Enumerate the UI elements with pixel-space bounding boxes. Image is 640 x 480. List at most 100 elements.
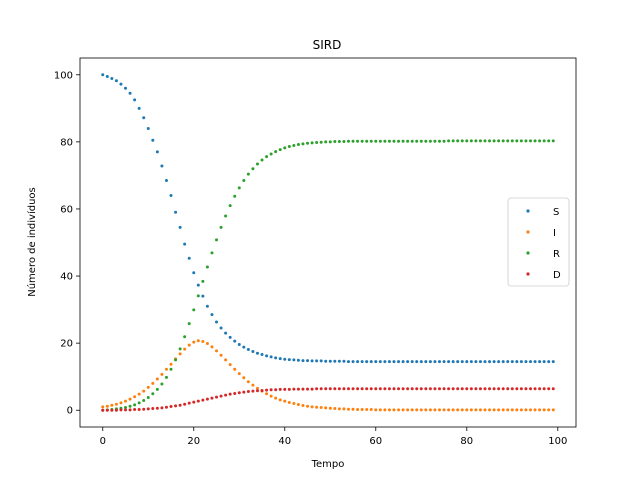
point-R-64 xyxy=(392,139,396,143)
point-I-54 xyxy=(346,407,350,411)
point-I-85 xyxy=(488,408,492,412)
point-I-65 xyxy=(397,408,401,412)
point-R-37 xyxy=(269,152,273,156)
point-R-76 xyxy=(447,139,451,143)
x-axis: 0 20 40 60 80 100 xyxy=(100,427,567,447)
point-I-0 xyxy=(101,405,105,409)
point-S-27 xyxy=(224,331,228,335)
point-D-17 xyxy=(178,403,182,407)
y-tick-label-60: 60 xyxy=(60,204,73,215)
point-D-8 xyxy=(137,408,141,412)
legend-marker-S xyxy=(526,209,530,213)
point-D-58 xyxy=(365,387,369,391)
point-R-14 xyxy=(164,375,168,379)
point-S-33 xyxy=(251,350,255,354)
point-I-36 xyxy=(265,392,269,396)
point-I-7 xyxy=(133,395,137,399)
point-S-54 xyxy=(346,360,350,364)
point-R-26 xyxy=(219,225,223,229)
point-R-91 xyxy=(515,139,519,143)
point-S-73 xyxy=(433,360,437,364)
point-R-90 xyxy=(510,139,514,143)
point-I-57 xyxy=(360,408,364,412)
point-R-72 xyxy=(428,139,432,143)
point-S-30 xyxy=(237,342,241,346)
legend-marker-D xyxy=(526,272,530,276)
point-S-65 xyxy=(397,360,401,364)
series-S xyxy=(101,73,555,364)
x-tick-label-0: 0 xyxy=(100,436,106,447)
point-R-58 xyxy=(365,139,369,143)
point-R-43 xyxy=(296,143,300,147)
point-D-39 xyxy=(278,387,282,391)
point-D-29 xyxy=(233,391,237,395)
point-D-25 xyxy=(215,395,219,399)
point-R-42 xyxy=(292,144,296,148)
point-D-79 xyxy=(460,387,464,391)
point-S-43 xyxy=(296,358,300,362)
point-D-28 xyxy=(228,392,232,396)
point-S-32 xyxy=(246,348,250,352)
point-D-0 xyxy=(101,408,105,412)
point-I-76 xyxy=(447,408,451,412)
point-R-63 xyxy=(387,139,391,143)
point-S-4 xyxy=(119,82,123,86)
point-R-81 xyxy=(469,139,473,143)
point-S-82 xyxy=(474,360,478,364)
point-I-83 xyxy=(478,408,482,412)
point-S-92 xyxy=(519,360,523,364)
point-R-55 xyxy=(351,139,355,143)
point-D-21 xyxy=(196,399,200,403)
point-S-57 xyxy=(360,360,364,364)
point-S-84 xyxy=(483,360,487,364)
point-R-36 xyxy=(265,155,269,159)
point-S-59 xyxy=(369,360,373,364)
point-R-74 xyxy=(437,139,441,143)
point-D-63 xyxy=(387,387,391,391)
point-I-39 xyxy=(278,398,282,402)
point-D-22 xyxy=(201,398,205,402)
point-I-44 xyxy=(301,404,305,408)
point-S-81 xyxy=(469,360,473,364)
point-I-6 xyxy=(128,397,132,401)
point-R-84 xyxy=(483,139,487,143)
point-R-92 xyxy=(519,139,523,143)
point-R-77 xyxy=(451,139,455,143)
point-S-63 xyxy=(387,360,391,364)
point-R-10 xyxy=(146,395,150,399)
point-I-97 xyxy=(542,408,546,412)
point-I-40 xyxy=(283,399,287,403)
point-D-37 xyxy=(269,388,273,392)
point-S-90 xyxy=(510,360,514,364)
point-I-46 xyxy=(310,405,314,409)
point-R-11 xyxy=(151,392,155,396)
point-I-63 xyxy=(387,408,391,412)
y-tick-label-20: 20 xyxy=(60,339,73,350)
point-D-74 xyxy=(437,387,441,391)
point-R-33 xyxy=(251,167,255,171)
point-S-36 xyxy=(265,354,269,358)
point-S-53 xyxy=(342,359,346,363)
point-D-38 xyxy=(274,388,278,392)
point-D-26 xyxy=(219,394,223,398)
point-D-77 xyxy=(451,387,455,391)
point-D-5 xyxy=(124,408,127,412)
point-R-41 xyxy=(287,145,291,149)
point-I-32 xyxy=(246,380,250,384)
legend-label-D: D xyxy=(553,270,561,281)
point-I-47 xyxy=(315,405,319,409)
point-S-17 xyxy=(178,225,182,229)
point-D-13 xyxy=(160,406,164,410)
point-S-15 xyxy=(169,194,173,198)
point-I-98 xyxy=(547,408,551,412)
x-tick-label-60: 60 xyxy=(369,436,382,447)
point-D-14 xyxy=(164,405,168,409)
point-I-82 xyxy=(474,408,478,412)
point-R-70 xyxy=(419,139,423,143)
point-I-11 xyxy=(151,381,155,385)
point-R-16 xyxy=(174,358,178,362)
point-R-68 xyxy=(410,139,414,143)
chart-title: SIRD xyxy=(313,38,342,52)
point-R-97 xyxy=(542,139,546,143)
point-S-95 xyxy=(533,360,537,364)
